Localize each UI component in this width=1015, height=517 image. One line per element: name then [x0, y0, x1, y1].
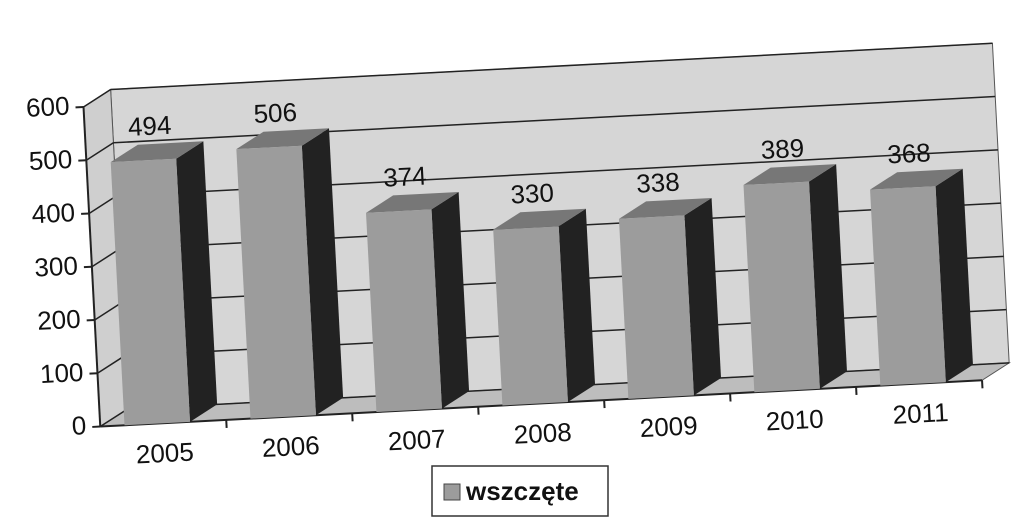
grid-line — [91, 248, 120, 268]
x-tick-label: 2011 — [892, 397, 949, 430]
bar — [743, 181, 820, 393]
grid-line — [110, 42, 993, 91]
bar-top — [493, 208, 586, 230]
y-tick-label: 200 — [36, 304, 81, 336]
grid-line — [94, 301, 123, 321]
x-tick-label: 2005 — [135, 437, 194, 470]
data-label: 494 — [127, 110, 172, 142]
x-tick-label: 2006 — [261, 430, 320, 463]
grid-line — [83, 88, 112, 108]
bar — [870, 186, 946, 386]
data-label: 374 — [383, 161, 428, 193]
grid-line — [85, 142, 114, 161]
bar-top — [366, 191, 459, 213]
y-tick-label: 0 — [71, 410, 87, 441]
y-tick-label: 300 — [34, 250, 79, 282]
y-tick-label: 100 — [39, 357, 84, 389]
y-tick-label: 400 — [31, 197, 76, 229]
bar-top — [618, 197, 712, 219]
data-label: 338 — [635, 166, 680, 198]
grid-line — [97, 355, 126, 374]
bar-side — [558, 208, 596, 403]
y-tick-label: 600 — [25, 91, 70, 123]
data-label: 368 — [887, 137, 932, 169]
plot-area: 0 100 200 300 400 500 600 494 2005 506 2006 374 2007… — [25, 42, 1012, 470]
bar-top — [743, 164, 837, 186]
bar-side — [431, 191, 470, 409]
bar — [110, 158, 191, 426]
x-tick-label: 2008 — [513, 417, 572, 450]
y-tick-label: 500 — [28, 144, 73, 176]
x-tick-label: 2009 — [639, 410, 698, 443]
x-tick-label: 2010 — [765, 404, 824, 437]
bar-top — [110, 141, 204, 163]
bar — [236, 145, 316, 419]
data-label: 389 — [760, 133, 805, 165]
bar-side — [176, 141, 218, 422]
bar-side — [301, 128, 344, 416]
bar-top — [236, 128, 329, 150]
data-label: 330 — [510, 177, 555, 209]
legend-label: wszczęte — [465, 476, 579, 506]
bar-side — [808, 164, 847, 389]
grid-line — [99, 408, 128, 428]
bar — [493, 226, 568, 406]
data-label: 506 — [253, 97, 298, 129]
bar — [366, 209, 442, 413]
legend-box — [431, 465, 609, 517]
grid-line — [88, 195, 117, 215]
bar-top — [870, 168, 963, 190]
bar-side — [684, 197, 722, 396]
bar — [618, 215, 694, 399]
legend-swatch — [443, 483, 461, 501]
x-tick-label: 2007 — [387, 423, 446, 456]
legend: wszczęte — [431, 465, 609, 517]
bar-side — [935, 168, 973, 383]
